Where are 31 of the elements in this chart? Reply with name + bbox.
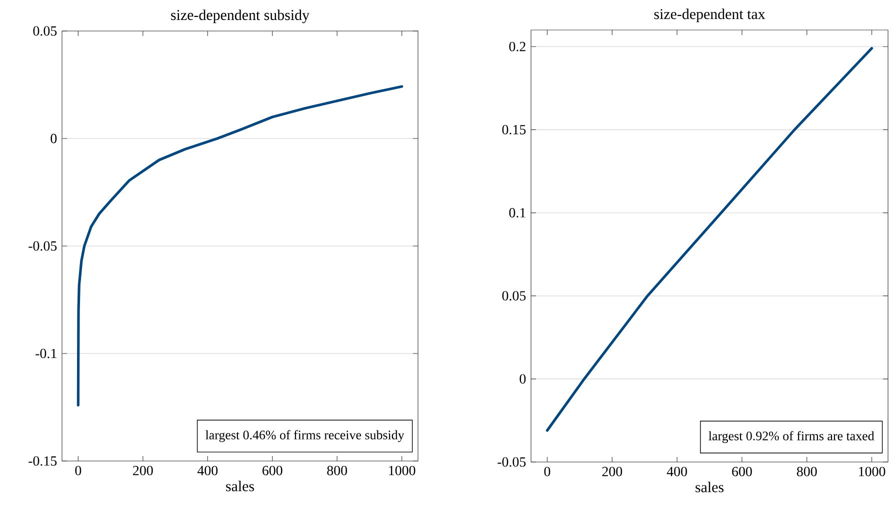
x-axis-title: sales (696, 482, 724, 492)
line-series (76, 85, 404, 406)
y-tick-label: 0.1 (509, 208, 526, 218)
y-tick-label: -0.1 (36, 348, 56, 358)
x-tick-label: 0 (544, 466, 550, 476)
chart-title: size-dependent tax (654, 8, 766, 22)
x-tick-label: 400 (666, 466, 687, 476)
x-axis-title: sales (226, 480, 254, 492)
y-tick-label: 0.05 (33, 26, 57, 36)
line-series (546, 46, 874, 432)
y-tick-label: -0.05 (498, 457, 526, 467)
annotation: largest 0.46% of firms receive subsidy (206, 430, 404, 442)
x-tick-label: 600 (732, 466, 752, 476)
y-tick-label: 0 (50, 134, 57, 144)
x-tick-label: 400 (197, 466, 218, 476)
annotation: largest 0.92% of firms are taxed (708, 431, 874, 444)
y-tick-label: 0.05 (502, 291, 526, 301)
x-tick-label: 800 (327, 466, 348, 476)
x-tick-label: 600 (262, 466, 282, 476)
x-tick-label: 1000 (859, 466, 886, 476)
x-tick-label: 0 (75, 466, 82, 476)
y-tick-label: 0.15 (502, 124, 526, 134)
x-tick-label: 200 (133, 466, 153, 476)
y-tick-label: -0.05 (28, 241, 57, 251)
y-tick-label: 0.2 (509, 42, 526, 52)
y-tick-label: 0 (520, 374, 526, 384)
x-tick-label: 800 (796, 466, 817, 476)
y-tick-label: -0.15 (28, 456, 57, 466)
chart-title: size-dependent subsidy (171, 10, 310, 24)
x-tick-label: 200 (602, 466, 622, 476)
x-tick-label: 1000 (389, 466, 416, 476)
